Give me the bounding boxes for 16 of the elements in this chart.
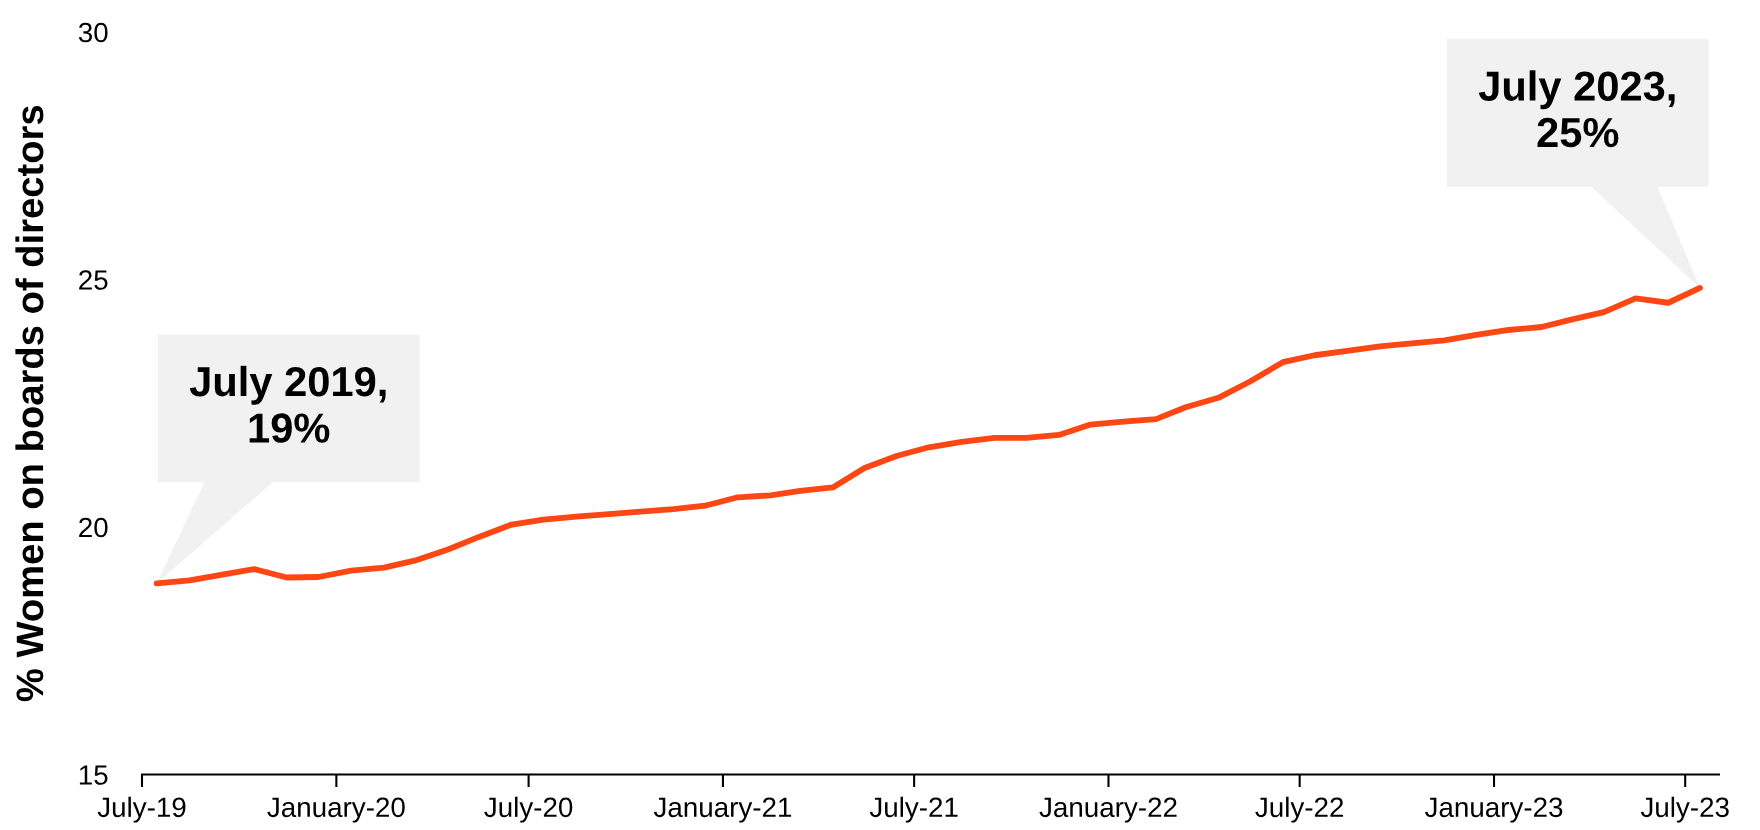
x-tick-label: July-19 <box>97 796 186 823</box>
y-tick-label: 25 <box>79 270 108 290</box>
y-tick-label: 30 <box>78 22 108 43</box>
x-tick-label: July-23 <box>1640 796 1729 823</box>
x-tick-label: July-20 <box>484 796 573 823</box>
y-tick-label: 15 <box>79 765 108 785</box>
x-tick-label: January-21 <box>653 797 792 823</box>
annotation: July 2019, 19% <box>189 365 386 443</box>
annotation: July 2023, 25% <box>1478 70 1675 148</box>
y-tick-label: 20 <box>79 517 108 538</box>
x-tick-label: July-21 <box>869 796 958 823</box>
x-tick-label: January-22 <box>1039 797 1177 823</box>
x-tick-label: January-23 <box>1424 797 1563 823</box>
x-tick-label: July-22 <box>1255 796 1344 823</box>
y-axis-title: % Women on boards of directors <box>15 105 44 702</box>
x-tick-label: January-20 <box>267 797 405 823</box>
